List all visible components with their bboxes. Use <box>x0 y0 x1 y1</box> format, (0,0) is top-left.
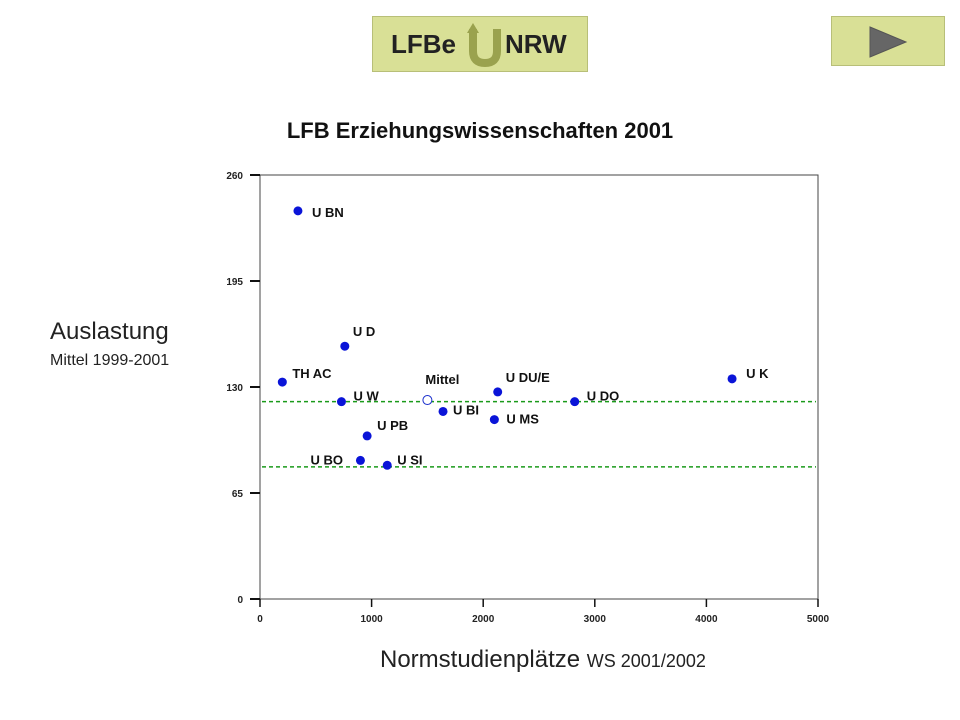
x-tick-label: 1000 <box>360 614 383 625</box>
x-tick-label: 0 <box>257 614 263 625</box>
data-point <box>293 206 303 216</box>
logo-text-left: LFBe <box>391 29 456 59</box>
play-right-arrow-icon <box>869 26 908 58</box>
data-point-label: U BO <box>310 452 343 467</box>
data-point <box>355 455 365 465</box>
data-point-label: U K <box>746 366 769 381</box>
data-point <box>489 415 499 425</box>
data-point-label: U PB <box>377 418 408 433</box>
y-axis-label: Auslastung <box>50 318 169 345</box>
data-point <box>570 397 580 407</box>
data-point-label: U D <box>353 324 375 339</box>
x-tick-label: 2000 <box>472 614 495 625</box>
y-axis-sublabel: Mittel 1999-2001 <box>50 352 170 369</box>
x-axis-label: Normstudienplätze <box>380 646 581 673</box>
plot-frame <box>259 174 819 600</box>
data-point-label: U DO <box>587 389 620 404</box>
data-point <box>438 406 448 416</box>
chart-title: LFB Erziehungswissenschaften 2001 <box>286 118 674 143</box>
mean-point <box>422 395 433 406</box>
x-tick-label: 3000 <box>584 614 607 625</box>
data-point-label: U W <box>353 389 379 404</box>
x-axis-sublabel: WS 2001/2002 <box>586 651 706 671</box>
y-tick-label: 65 <box>232 489 244 500</box>
y-tick-label: 195 <box>226 277 243 288</box>
y-tick-label: 0 <box>237 595 243 606</box>
y-tick-label: 260 <box>226 171 243 182</box>
data-point-label: U BI <box>453 402 479 417</box>
data-point-label: U BN <box>312 205 344 220</box>
data-point <box>727 374 737 384</box>
data-point <box>493 387 503 397</box>
x-tick-label: 4000 <box>695 614 718 625</box>
mean-point-label: Mittel <box>425 372 459 387</box>
x-axis-label-block: Normstudienplätze WS 2001/2002 <box>380 646 706 674</box>
data-point <box>362 431 372 441</box>
data-point <box>336 397 346 407</box>
logo-text-right: NRW <box>505 29 567 59</box>
data-point-label: TH AC <box>292 366 332 381</box>
u-turn-arrow-icon <box>467 23 501 67</box>
y-tick-label: 130 <box>226 383 243 394</box>
lfbenrw-logo: LFBe NRW <box>372 16 588 72</box>
data-point <box>340 341 350 351</box>
data-point-label: U MS <box>506 412 539 427</box>
data-point <box>277 377 287 387</box>
next-slide-button[interactable] <box>831 16 945 66</box>
data-point-label: U SI <box>397 452 422 467</box>
x-tick-label: 5000 <box>807 614 830 625</box>
data-point <box>382 460 392 470</box>
data-point-label: U DU/E <box>506 370 550 385</box>
